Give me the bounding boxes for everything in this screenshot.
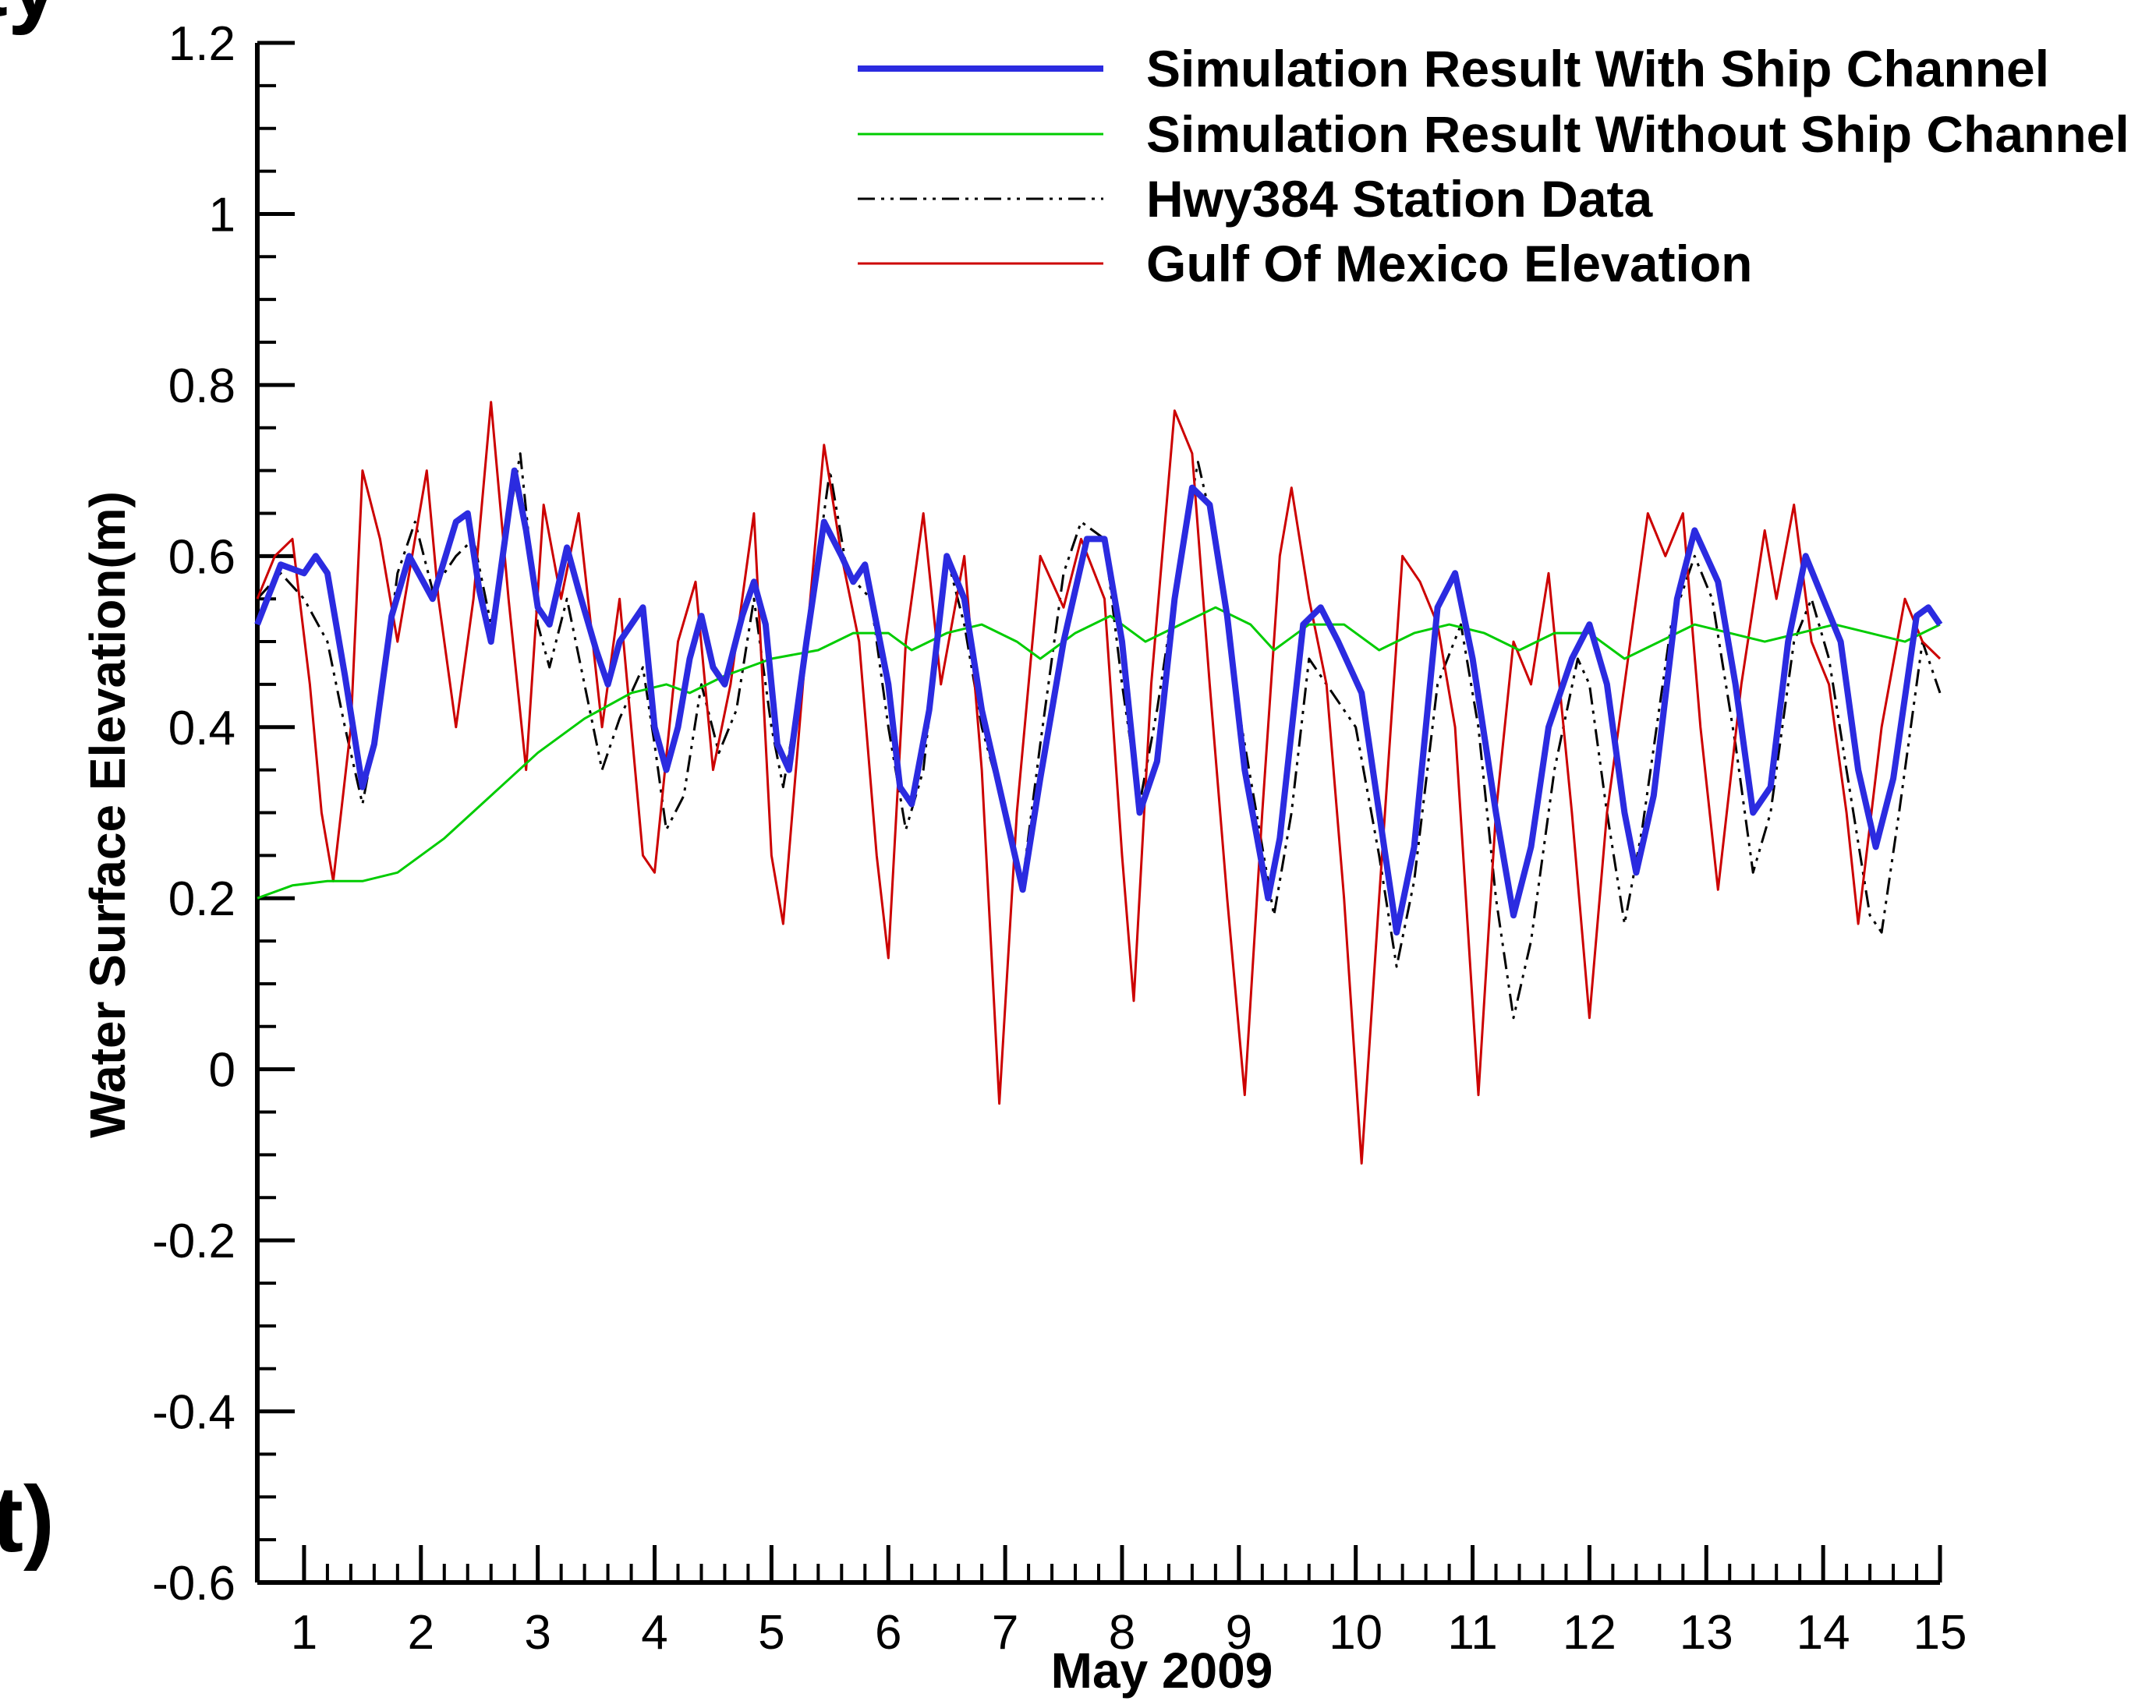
x-tick-label: 8 — [1109, 1606, 1135, 1660]
y-tick-label: 1.2 — [168, 17, 235, 71]
x-tick-label: 12 — [1563, 1606, 1616, 1660]
legend-label-3: Hwy384 Station Data — [1146, 170, 1653, 228]
x-tick-label: 11 — [1447, 1606, 1497, 1660]
y-axis-title: Water Surface Elevation(m) — [80, 491, 136, 1138]
y-tick-label: 1 — [209, 188, 235, 242]
edge-fragment-bottom-left: t) — [0, 1467, 55, 1572]
series-line-1 — [254, 467, 1943, 936]
x-tick-label: 4 — [641, 1606, 667, 1660]
x-tick-label: 1 — [291, 1606, 317, 1660]
legend-label-2: Simulation Result Without Ship Channel — [1146, 105, 2129, 163]
y-tick-label: 0.2 — [168, 872, 235, 926]
y-tick-label: 0.8 — [168, 359, 235, 413]
x-tick-label: 10 — [1329, 1606, 1382, 1660]
edge-fragment-top-left: City — [0, 0, 60, 36]
x-tick-label: 15 — [1913, 1606, 1967, 1660]
legend-label-1: Simulation Result With Ship Channel — [1146, 40, 2049, 97]
x-tick-label: 5 — [758, 1606, 784, 1660]
x-tick-label: 14 — [1797, 1606, 1850, 1660]
y-tick-label: 0 — [209, 1044, 235, 1098]
y-tick-label: -0.6 — [152, 1557, 235, 1611]
y-tick-label: -0.4 — [152, 1386, 235, 1440]
x-tick-label: 2 — [408, 1606, 434, 1660]
plot-lines — [254, 401, 1943, 1165]
x-tick-label: 13 — [1680, 1606, 1733, 1660]
y-tick-label: 0.6 — [168, 530, 235, 584]
x-tick-label: 3 — [524, 1606, 551, 1660]
y-tick-label: -0.2 — [152, 1215, 235, 1268]
legend: Simulation Result With Ship Channel Simul… — [858, 40, 2129, 292]
series-line-3 — [256, 452, 1942, 1020]
legend-label-4: Gulf Of Mexico Elevation — [1146, 235, 1752, 292]
series-line-2 — [257, 606, 1941, 900]
axes: 1.210.80.60.40.20-0.2-0.4-0.61 2 3 4 5 6 7 8 9 10… — [152, 17, 1967, 1660]
y-tick-label: 0.4 — [168, 702, 235, 755]
x-tick-label: 9 — [1226, 1606, 1252, 1660]
x-tick-label: 7 — [992, 1606, 1018, 1660]
x-axis-title: May 2009 — [1051, 1643, 1273, 1699]
x-tick-label: 6 — [875, 1606, 901, 1660]
